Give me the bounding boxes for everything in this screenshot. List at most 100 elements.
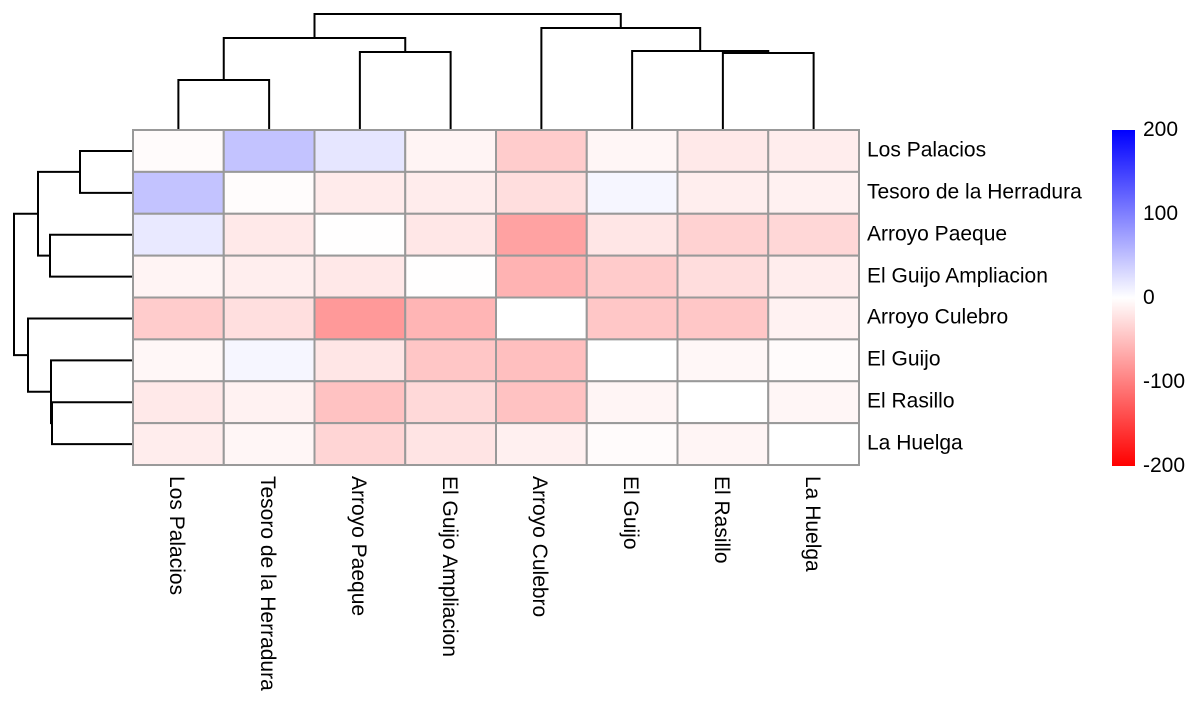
dendrogram-link [27,317,132,393]
colorbar-tick-label: 200 [1143,118,1179,141]
row-label: El Rasillo [867,389,955,413]
heatmap-cell [495,338,588,383]
row-label: El Guijo Ampliacion [867,264,1048,288]
heatmap-cell [767,296,860,341]
row-dendrogram [13,149,132,446]
dendrogram-link [49,233,132,278]
heatmap-cell [676,129,770,173]
heatmap-cell [222,338,316,383]
heatmap-cell [132,422,225,467]
dendrogram-link [631,50,770,129]
heatmap-cell [404,170,497,215]
heatmap-cell [222,296,316,341]
col-label: Arroyo Culebro [528,476,552,618]
heatmap-cell [222,380,316,425]
row-label: La Huelga [867,431,963,455]
heatmap-cell [132,296,225,341]
col-label: El Rasillo [709,476,733,564]
heatmap-cell [676,254,770,299]
heatmap-cell [132,212,225,257]
heatmap-cell [132,338,225,383]
heatmap-cell [404,212,497,257]
colorbar-tick-label: 0 [1143,286,1155,309]
dendrogram-link [37,170,80,257]
dendrogram-link [177,79,271,129]
heatmap-cell [404,380,497,425]
heatmap-cell [132,380,225,425]
heatmap-cell [404,338,497,383]
dendrogram-link [13,212,38,357]
heatmap-cell [767,380,860,425]
heatmap-cell [313,296,407,341]
heatmap-cell [495,212,588,257]
heatmap-cell [132,170,225,215]
colorbar-tick-label: 100 [1143,202,1179,225]
heatmap-cell [767,170,860,215]
dendrogram-link [540,27,702,129]
heatmap-cell [676,296,770,341]
heatmap-cell [767,338,860,383]
heatmap-cell [585,380,679,425]
heatmap-cell [222,422,316,467]
heatmap-cell [313,170,407,215]
column-dendrogram [177,13,815,129]
heatmap-cell [495,254,588,299]
dendrogram-link [721,52,815,129]
heatmap-cell [132,254,225,299]
heatmap-cell [585,296,679,341]
heatmap-cell [495,296,588,341]
heatmap-cells [132,129,860,467]
colorbar-gradient [1112,130,1135,466]
heatmap-cell [676,212,770,257]
row-label: Los Palacios [867,138,987,162]
heatmap-cell [495,380,588,425]
col-label: El Guijo Ampliacion [437,476,461,657]
heatmap-cell [585,129,679,173]
heatmap-cell [132,129,225,173]
heatmap-cell [676,422,770,467]
col-label: Los Palacios [165,476,189,596]
heatmap-cell [404,422,497,467]
heatmap-cell [767,212,860,257]
heatmap-cell [495,422,588,467]
heatmap-cell [222,129,316,173]
heatmap-cell [767,254,860,299]
col-label: Tesoro de la Herradura [256,476,280,691]
heatmap-cell [495,170,588,215]
heatmap-cell [495,129,588,173]
row-label: El Guijo [867,347,941,371]
heatmap-cell [222,212,316,257]
heatmap-cell [676,338,770,383]
heatmap-cell [404,296,497,341]
heatmap-cell [676,380,770,425]
row-label: Arroyo Paeque [867,222,1008,246]
heatmap-cell [676,170,770,215]
heatmap-cell [222,170,316,215]
heatmap-cell [313,212,407,257]
heatmap-cell [585,254,679,299]
heatmap-cell [313,254,407,299]
heatmap-cell [767,422,860,467]
colorbar-tick-label: -200 [1143,454,1186,477]
colorbar-tick-label: -100 [1143,370,1186,393]
heatmap-cell [404,129,497,173]
heatmap-cell [222,254,316,299]
dendrogram-link [51,401,132,446]
heatmap-cell [767,129,860,173]
heatmap-cell [404,254,497,299]
heatmap-cell [313,129,407,173]
dendrogram-link [358,51,452,129]
heatmap-cell [585,212,679,257]
heatmap-cell [585,170,679,215]
heatmap-cell [313,338,407,383]
dendrogram-link [50,359,132,425]
heatmap-cell [313,380,407,425]
heatmap-cell [313,422,407,467]
dendrogram-link [79,149,132,194]
dendrogram-link [222,37,407,80]
heatmap-cell [585,338,679,383]
col-label: Arroyo Paeque [346,476,370,617]
row-label: Arroyo Culebro [867,305,1009,329]
